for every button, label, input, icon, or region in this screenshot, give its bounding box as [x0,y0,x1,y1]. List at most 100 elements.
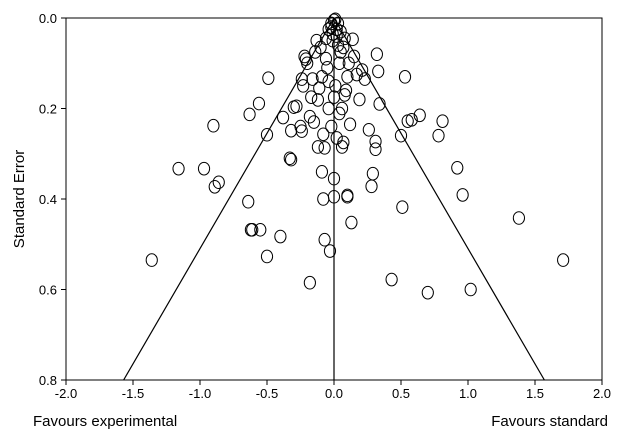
data-point [341,189,354,204]
data-point [337,135,350,150]
data-point [398,70,412,84]
data-point [297,79,310,93]
data-point [362,122,375,137]
data-point [262,71,275,85]
y-tick-label: 0.2 [39,102,57,117]
data-point [327,189,341,204]
data-point [334,24,347,39]
data-point [172,161,185,176]
data-point [356,63,369,77]
data-point [274,229,287,244]
data-point [318,232,331,247]
data-point [295,124,308,138]
data-point [394,128,408,143]
reference-lines [123,18,545,380]
y-tick-label: 0.8 [39,373,57,388]
data-point [405,113,418,127]
data-point [254,222,267,237]
data-point [246,222,259,237]
data-point [334,45,347,59]
data-points [145,12,570,300]
data-point [319,51,333,66]
data-point [338,88,351,102]
x-tick-label: 0.0 [325,386,343,401]
data-point [353,92,366,107]
y-axis-title: Standard Error [11,150,28,248]
data-point [145,253,158,267]
data-point [329,12,342,27]
data-point [303,275,316,290]
funnel-left-limit [123,18,335,380]
data-point [372,64,385,79]
data-point [322,101,335,116]
data-point [208,179,221,194]
data-point [310,33,323,48]
data-point [557,253,570,267]
data-point [243,107,256,122]
y-axis: 0.0 0.2 0.4 0.6 0.8 [39,11,66,388]
data-point [370,47,383,62]
data-point [276,110,290,125]
data-point [369,142,382,157]
data-point [303,109,316,124]
data-point [343,117,357,132]
data-point [318,141,331,155]
data-point [242,194,255,209]
data-point [346,32,359,47]
data-point [325,119,338,134]
data-point [456,188,469,202]
data-point [348,49,361,64]
favours-experimental-label: Favours experimental [33,413,177,430]
data-point [322,74,335,89]
data-point [401,114,414,128]
data-point [338,31,351,46]
data-point [311,140,325,154]
data-point [365,179,378,194]
data-point [260,249,274,264]
data-point [396,200,409,214]
data-point [369,134,382,149]
data-point [283,151,296,166]
x-tick-label: 1.0 [459,386,477,401]
data-point [385,272,398,287]
data-point [341,188,354,203]
x-tick-label: 1.5 [526,386,544,401]
data-point [337,40,350,55]
data-point [260,127,274,142]
x-tick-label: -2.0 [55,386,77,401]
data-point [307,115,320,129]
data-point [197,161,211,176]
data-point [327,13,341,28]
favours-standard-label: Favours standard [491,413,608,430]
data-point [317,127,330,142]
data-point [366,166,379,181]
data-point [432,128,445,143]
data-point [321,60,334,75]
data-point [345,215,358,230]
data-point [301,56,314,71]
data-point [311,93,325,107]
y-tick-label: 0.4 [39,192,57,207]
x-tick-label: 0.5 [392,386,410,401]
data-point [306,72,319,86]
data-point [290,99,303,114]
data-point [464,282,477,297]
data-point [323,244,337,258]
x-tick-label: -1.5 [122,386,144,401]
data-point [413,108,426,123]
data-point [341,70,354,84]
x-tick-label: 2.0 [593,386,611,401]
data-point [207,118,220,133]
data-point [212,175,225,190]
data-point [373,97,386,111]
data-point [305,90,318,104]
data-point [329,79,342,93]
data-point [358,72,371,86]
data-point [317,192,330,206]
y-tick-label: 0.0 [39,11,57,26]
x-tick-label: -1.0 [189,386,211,401]
x-axis: -2.0 -1.5 -1.0 -0.5 0.0 0.5 1.0 1.5 2.0 [55,380,611,401]
x-tick-label: -0.5 [256,386,278,401]
data-point [285,152,298,167]
